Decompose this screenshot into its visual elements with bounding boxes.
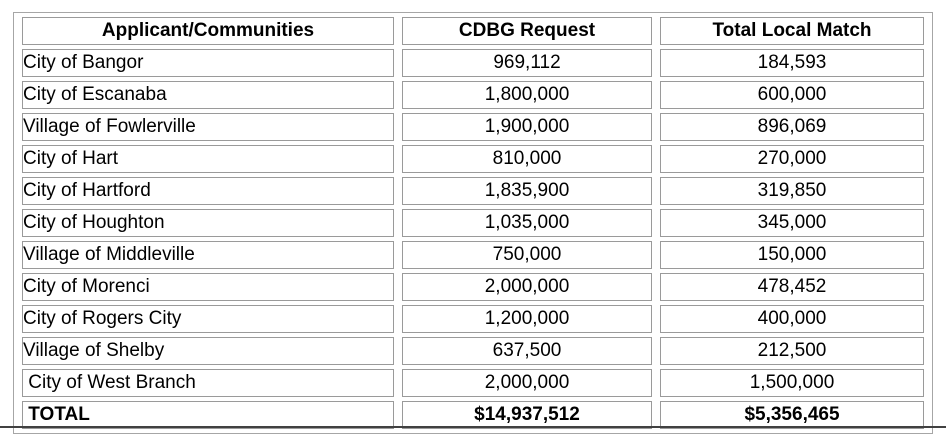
total-label-cell: TOTAL: [22, 401, 394, 429]
cdbg-request-cell: 969,112: [402, 49, 652, 77]
applicant-cell: Village of Middleville: [22, 241, 394, 269]
table-total-row: TOTAL $14,937,512 $5,356,465: [22, 401, 924, 429]
cdbg-request-cell: 750,000: [402, 241, 652, 269]
local-match-cell: 1,500,000: [660, 369, 924, 397]
cdbg-funding-table: Applicant/Communities CDBG Request Total…: [13, 12, 933, 434]
local-match-cell: 270,000: [660, 145, 924, 173]
applicant-cell: City of Morenci: [22, 273, 394, 301]
cdbg-request-cell: 2,000,000: [402, 369, 652, 397]
local-match-cell: 184,593: [660, 49, 924, 77]
applicant-cell: City of Hart: [22, 145, 394, 173]
cdbg-request-column-header: CDBG Request: [402, 17, 652, 45]
applicant-cell: City of West Branch: [22, 369, 394, 397]
local-match-cell: 150,000: [660, 241, 924, 269]
cdbg-request-cell: 810,000: [402, 145, 652, 173]
cdbg-funding-table-wrap: Applicant/Communities CDBG Request Total…: [13, 12, 933, 434]
table-row: City of Morenci 2,000,000 478,452: [22, 273, 924, 301]
table-row: City of Hartford 1,835,900 319,850: [22, 177, 924, 205]
local-match-cell: 896,069: [660, 113, 924, 141]
table-row: City of Escanaba 1,800,000 600,000: [22, 81, 924, 109]
table-row: City of Hart 810,000 270,000: [22, 145, 924, 173]
applicant-cell: City of Bangor: [22, 49, 394, 77]
table-row: City of Rogers City 1,200,000 400,000: [22, 305, 924, 333]
local-match-cell: 212,500: [660, 337, 924, 365]
cdbg-request-cell: 1,900,000: [402, 113, 652, 141]
table-row: City of Bangor 969,112 184,593: [22, 49, 924, 77]
table-header-row: Applicant/Communities CDBG Request Total…: [22, 17, 924, 45]
applicant-cell: Village of Fowlerville: [22, 113, 394, 141]
local-match-cell: 345,000: [660, 209, 924, 237]
table-row: Village of Fowlerville 1,900,000 896,069: [22, 113, 924, 141]
applicant-cell: Village of Shelby: [22, 337, 394, 365]
cdbg-request-cell: 2,000,000: [402, 273, 652, 301]
bottom-horizontal-rule: [0, 426, 946, 428]
cdbg-request-cell: 1,035,000: [402, 209, 652, 237]
applicant-column-header: Applicant/Communities: [22, 17, 394, 45]
table-row: City of West Branch 2,000,000 1,500,000: [22, 369, 924, 397]
local-match-column-header: Total Local Match: [660, 17, 924, 45]
local-match-cell: 400,000: [660, 305, 924, 333]
total-cdbg-request-cell: $14,937,512: [402, 401, 652, 429]
applicant-cell: City of Houghton: [22, 209, 394, 237]
cdbg-request-cell: 1,835,900: [402, 177, 652, 205]
table-row: City of Houghton 1,035,000 345,000: [22, 209, 924, 237]
local-match-cell: 478,452: [660, 273, 924, 301]
local-match-cell: 319,850: [660, 177, 924, 205]
local-match-cell: 600,000: [660, 81, 924, 109]
total-local-match-cell: $5,356,465: [660, 401, 924, 429]
table-row: Village of Shelby 637,500 212,500: [22, 337, 924, 365]
applicant-cell: City of Hartford: [22, 177, 394, 205]
table-row: Village of Middleville 750,000 150,000: [22, 241, 924, 269]
applicant-cell: City of Escanaba: [22, 81, 394, 109]
applicant-cell: City of Rogers City: [22, 305, 394, 333]
cdbg-request-cell: 1,800,000: [402, 81, 652, 109]
cdbg-request-cell: 637,500: [402, 337, 652, 365]
cdbg-request-cell: 1,200,000: [402, 305, 652, 333]
